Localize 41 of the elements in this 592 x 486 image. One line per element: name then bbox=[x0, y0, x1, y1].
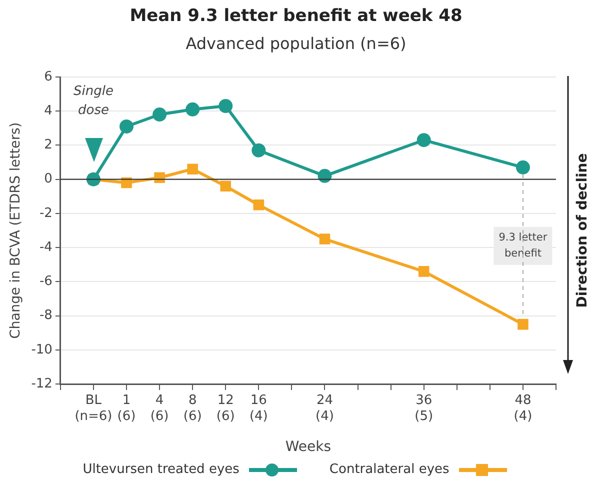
point bbox=[518, 318, 528, 330]
point bbox=[252, 143, 266, 158]
text: Direction of decline bbox=[574, 153, 591, 308]
y-tick-label: 0 bbox=[44, 172, 52, 187]
x-tick-label: 1 (6) bbox=[117, 393, 136, 424]
x-tick-label: 8 (6) bbox=[183, 393, 202, 424]
point bbox=[187, 164, 198, 174]
y-tick-label: 6 bbox=[44, 69, 52, 84]
point bbox=[253, 200, 264, 210]
x-axis-title: Weeks bbox=[285, 439, 332, 456]
legend-label: Ultevursen treated eyes bbox=[82, 462, 240, 477]
x-tick-label: 36 (5) bbox=[414, 393, 434, 424]
y-tick-label: -10 bbox=[31, 342, 52, 358]
y-tick-label: -2 bbox=[39, 206, 52, 221]
point bbox=[418, 266, 430, 277]
point bbox=[516, 160, 530, 174]
x-tick-label: 16 (4) bbox=[249, 393, 268, 424]
y-tick-label: -6 bbox=[39, 274, 52, 290]
x-tick-label: 24 (4) bbox=[316, 393, 334, 424]
y-tick-label: -4 bbox=[39, 240, 52, 255]
point bbox=[218, 98, 233, 113]
point bbox=[416, 133, 431, 148]
point bbox=[220, 180, 232, 192]
y-tick-label: -8 bbox=[39, 308, 52, 324]
y-tick-label: 4 bbox=[44, 103, 52, 118]
x-tick-label: 48 (4) bbox=[514, 393, 532, 424]
annotation: Single dose bbox=[73, 84, 114, 118]
annotation: 9.3 letter benefit bbox=[498, 232, 548, 260]
chart-title: Mean 9.3 letter benefit at week 48 bbox=[128, 6, 464, 26]
x-tick-label: 4 (6) bbox=[150, 393, 169, 424]
point bbox=[319, 234, 330, 244]
legend-label: Contralateral eyes bbox=[329, 462, 450, 477]
chart-subtitle: Advanced population (n=6) bbox=[184, 34, 408, 53]
x-tick-label: BL (n=6) bbox=[74, 393, 112, 424]
x-tick-label: 12 (6) bbox=[216, 393, 235, 424]
point bbox=[120, 119, 134, 134]
y-tick-label: -12 bbox=[31, 376, 52, 392]
point bbox=[186, 102, 200, 116]
point bbox=[152, 108, 167, 122]
y-axis-title: Change in BCVA (ETDRS letters) bbox=[8, 122, 24, 339]
y-tick-label: 2 bbox=[44, 138, 52, 153]
